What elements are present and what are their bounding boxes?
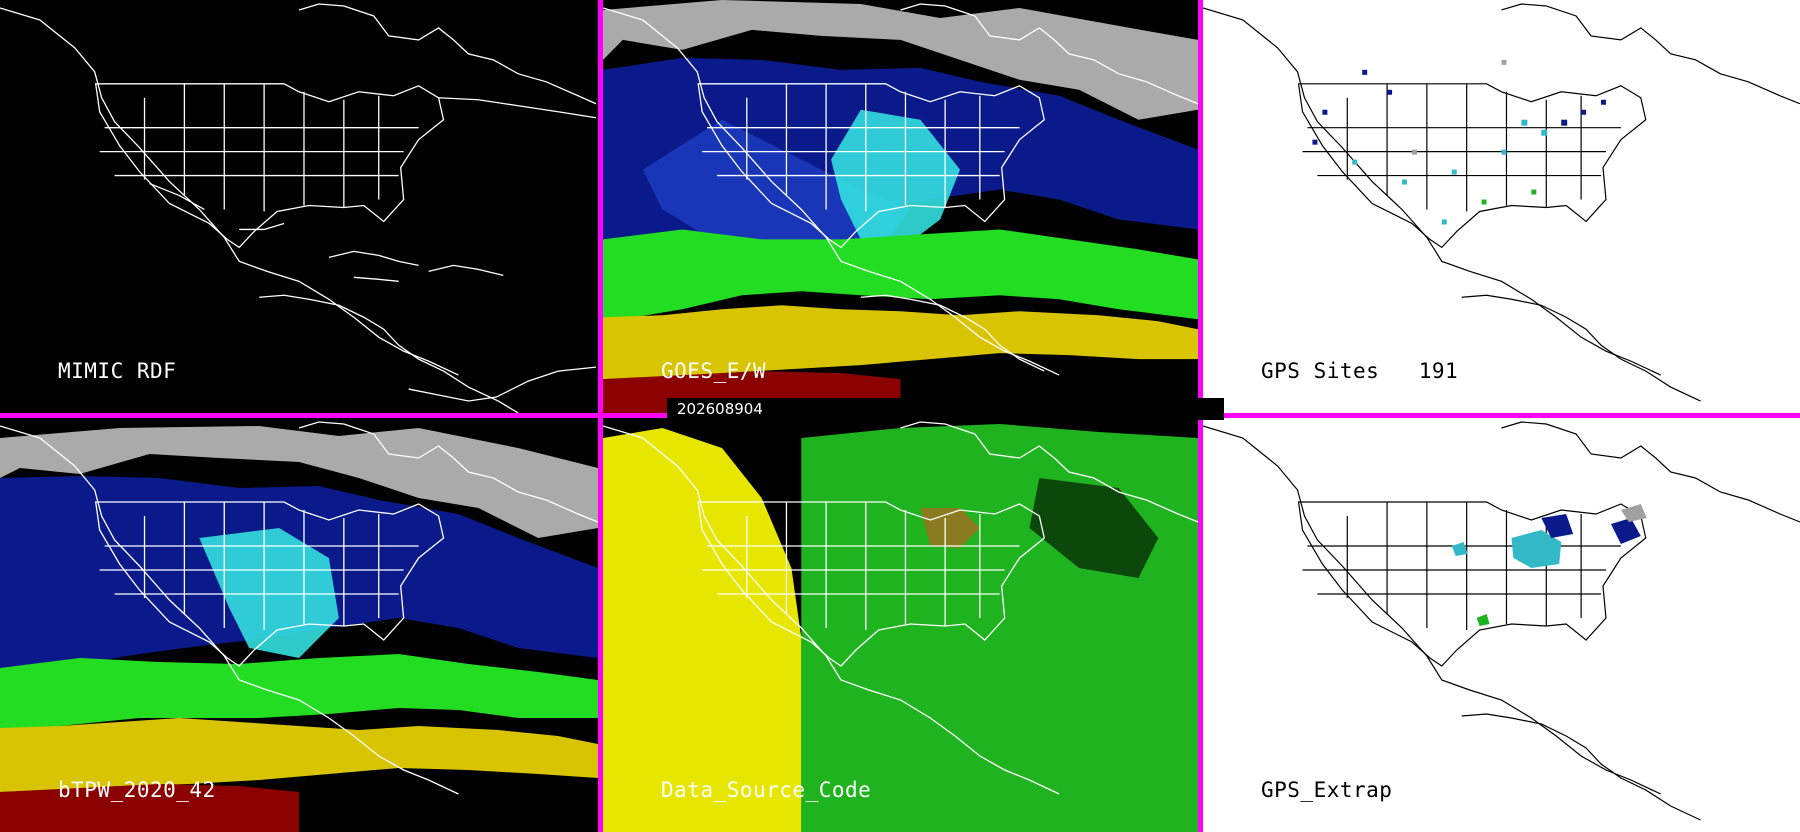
panel-label-gps-extrap: GPS_Extrap xyxy=(1261,778,1393,802)
panel-mimic-rdf: MIMIC RDF xyxy=(0,0,598,413)
map-mimic-rdf xyxy=(0,3,597,413)
map-data-source-code xyxy=(603,418,1198,832)
map-gps-extrap xyxy=(1203,421,1800,821)
panel-goes-ew: GOES_E/W xyxy=(603,0,1198,413)
map-btpw xyxy=(0,418,598,832)
map-gps-sites xyxy=(1203,3,1800,402)
panel-data-source-code: Data_Source_Code xyxy=(603,418,1198,832)
panel-gps-sites: GPS Sites 191 xyxy=(1203,0,1800,413)
panel-btpw: bTPW_2020_42 xyxy=(0,418,598,832)
panel-label-data-source-code: Data_Source_Code xyxy=(661,778,872,802)
panel-label-btpw: bTPW_2020_42 xyxy=(58,778,216,802)
panel-label-goes-ew: GOES_E/W xyxy=(661,359,767,383)
panel-label-gps-sites: GPS Sites 191 xyxy=(1261,359,1459,383)
divider-vertical-left xyxy=(598,0,603,832)
panel-gps-extrap: GPS_Extrap xyxy=(1203,418,1800,832)
gps-site-markers xyxy=(1312,59,1606,225)
map-goes-ew xyxy=(603,0,1198,413)
panel-label-mimic-rdf: MIMIC RDF xyxy=(58,359,177,383)
timestamp-label: 202608904 xyxy=(667,398,1224,420)
